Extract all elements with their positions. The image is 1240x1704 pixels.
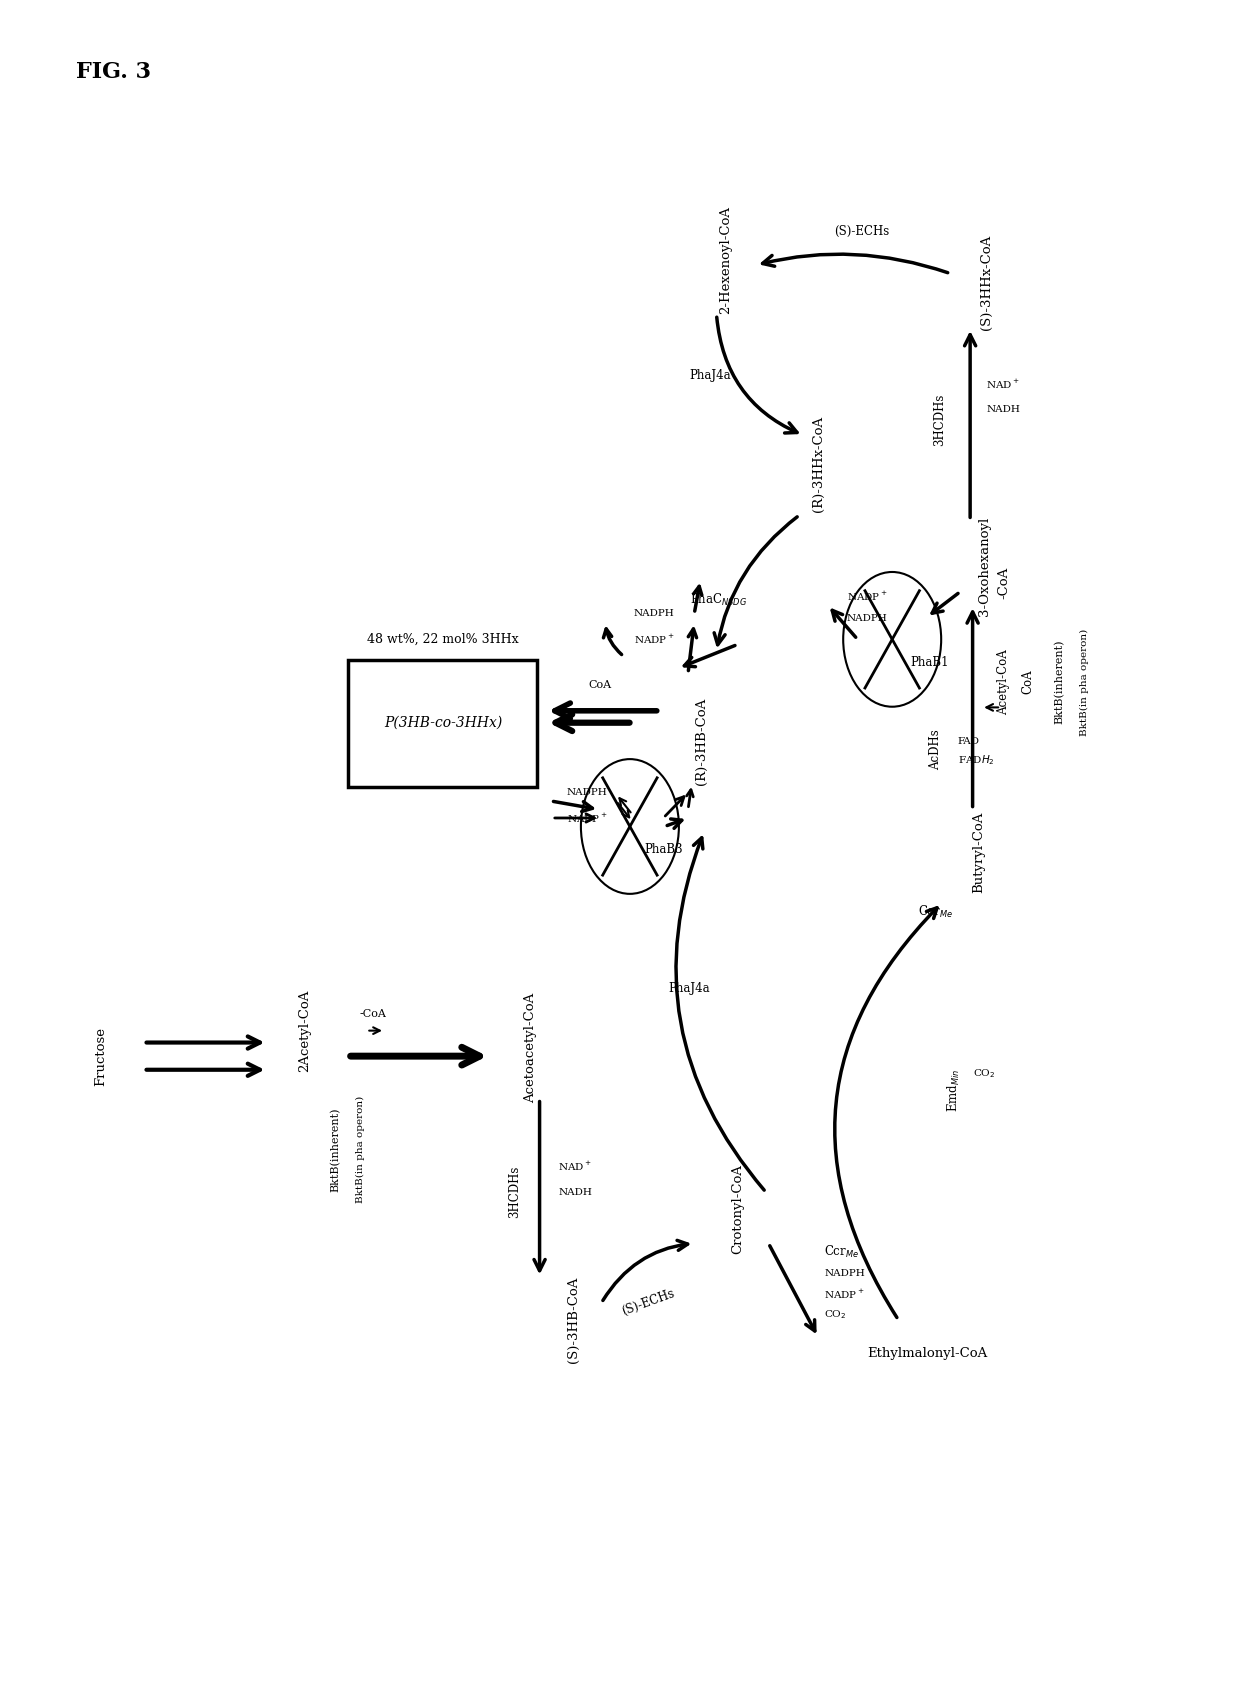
Text: NAD$^+$: NAD$^+$ [986, 378, 1021, 390]
Text: AcDHs: AcDHs [929, 729, 942, 770]
Text: PhaC$_{NSDG}$: PhaC$_{NSDG}$ [691, 593, 748, 608]
FancyBboxPatch shape [347, 659, 537, 787]
Text: 3-Oxohexanoyl: 3-Oxohexanoyl [978, 516, 992, 615]
Text: 3HCDHs: 3HCDHs [932, 394, 946, 446]
Text: NADPH: NADPH [847, 615, 888, 624]
Text: 2Acetyl-CoA: 2Acetyl-CoA [298, 990, 311, 1072]
Text: Butyryl-CoA: Butyryl-CoA [972, 811, 986, 893]
Text: NAD$^+$: NAD$^+$ [558, 1160, 591, 1174]
Text: BktB(in pha operon): BktB(in pha operon) [356, 1096, 365, 1203]
Text: FAD: FAD [957, 736, 980, 746]
Text: PhaJ4a: PhaJ4a [668, 982, 711, 995]
Text: NADPH: NADPH [825, 1269, 864, 1278]
Text: BktB(inherent): BktB(inherent) [1054, 639, 1064, 724]
Text: (R)-3HHx-CoA: (R)-3HHx-CoA [811, 416, 825, 513]
Text: CO$_2$: CO$_2$ [972, 1067, 994, 1080]
Text: BktB(inherent): BktB(inherent) [330, 1108, 341, 1193]
Text: -CoA: -CoA [997, 567, 1011, 600]
Text: BktB(in pha operon): BktB(in pha operon) [1079, 629, 1089, 736]
Text: Fructose: Fructose [94, 1026, 107, 1085]
Text: Ccr$_{Me}$: Ccr$_{Me}$ [825, 1244, 859, 1259]
Text: NADPH: NADPH [567, 787, 608, 797]
Text: (S)-3HHx-CoA: (S)-3HHx-CoA [980, 235, 993, 329]
Text: FAD$H_2$: FAD$H_2$ [957, 753, 994, 767]
Text: Acetoacetyl-CoA: Acetoacetyl-CoA [525, 992, 537, 1102]
Text: CoA: CoA [589, 680, 611, 690]
Text: 3HCDHs: 3HCDHs [508, 1166, 521, 1218]
Text: NADP$^+$: NADP$^+$ [825, 1288, 864, 1300]
Text: Ethylmalonyl-CoA: Ethylmalonyl-CoA [868, 1348, 988, 1360]
Text: (S)-ECHs: (S)-ECHs [833, 225, 889, 237]
Text: CoA: CoA [1022, 670, 1035, 694]
Text: (R)-3HB-CoA: (R)-3HB-CoA [696, 699, 708, 786]
Text: NADP$^+$: NADP$^+$ [634, 632, 675, 646]
Text: NADH: NADH [558, 1188, 591, 1196]
Text: PhaB1: PhaB1 [910, 656, 950, 670]
Text: PhaJ4a: PhaJ4a [689, 370, 732, 382]
Text: NADP$^+$: NADP$^+$ [567, 811, 608, 825]
Text: 48 wt%, 22 mol% 3HHx: 48 wt%, 22 mol% 3HHx [367, 632, 518, 646]
Text: NADH: NADH [986, 406, 1021, 414]
Text: NADP$^+$: NADP$^+$ [847, 590, 888, 603]
Text: Acetyl-CoA: Acetyl-CoA [997, 649, 1011, 714]
Text: -CoA: -CoA [360, 1009, 386, 1019]
Text: NADPH: NADPH [634, 610, 675, 619]
Text: 2-Hexenoyl-CoA: 2-Hexenoyl-CoA [719, 206, 732, 314]
Text: FIG. 3: FIG. 3 [76, 61, 150, 83]
Text: (S)-3HB-CoA: (S)-3HB-CoA [567, 1276, 579, 1363]
Text: P(3HB-co-3HHx): P(3HB-co-3HHx) [384, 716, 502, 729]
Text: (S)-ECHs: (S)-ECHs [620, 1287, 677, 1319]
Text: Ccr$_{Me}$: Ccr$_{Me}$ [918, 903, 954, 920]
Text: PhaB3: PhaB3 [645, 843, 683, 857]
Text: Crotonyl-CoA: Crotonyl-CoA [732, 1164, 744, 1254]
Text: Emd$_{Min}$: Emd$_{Min}$ [946, 1068, 962, 1113]
Text: CO$_2$: CO$_2$ [825, 1309, 847, 1321]
